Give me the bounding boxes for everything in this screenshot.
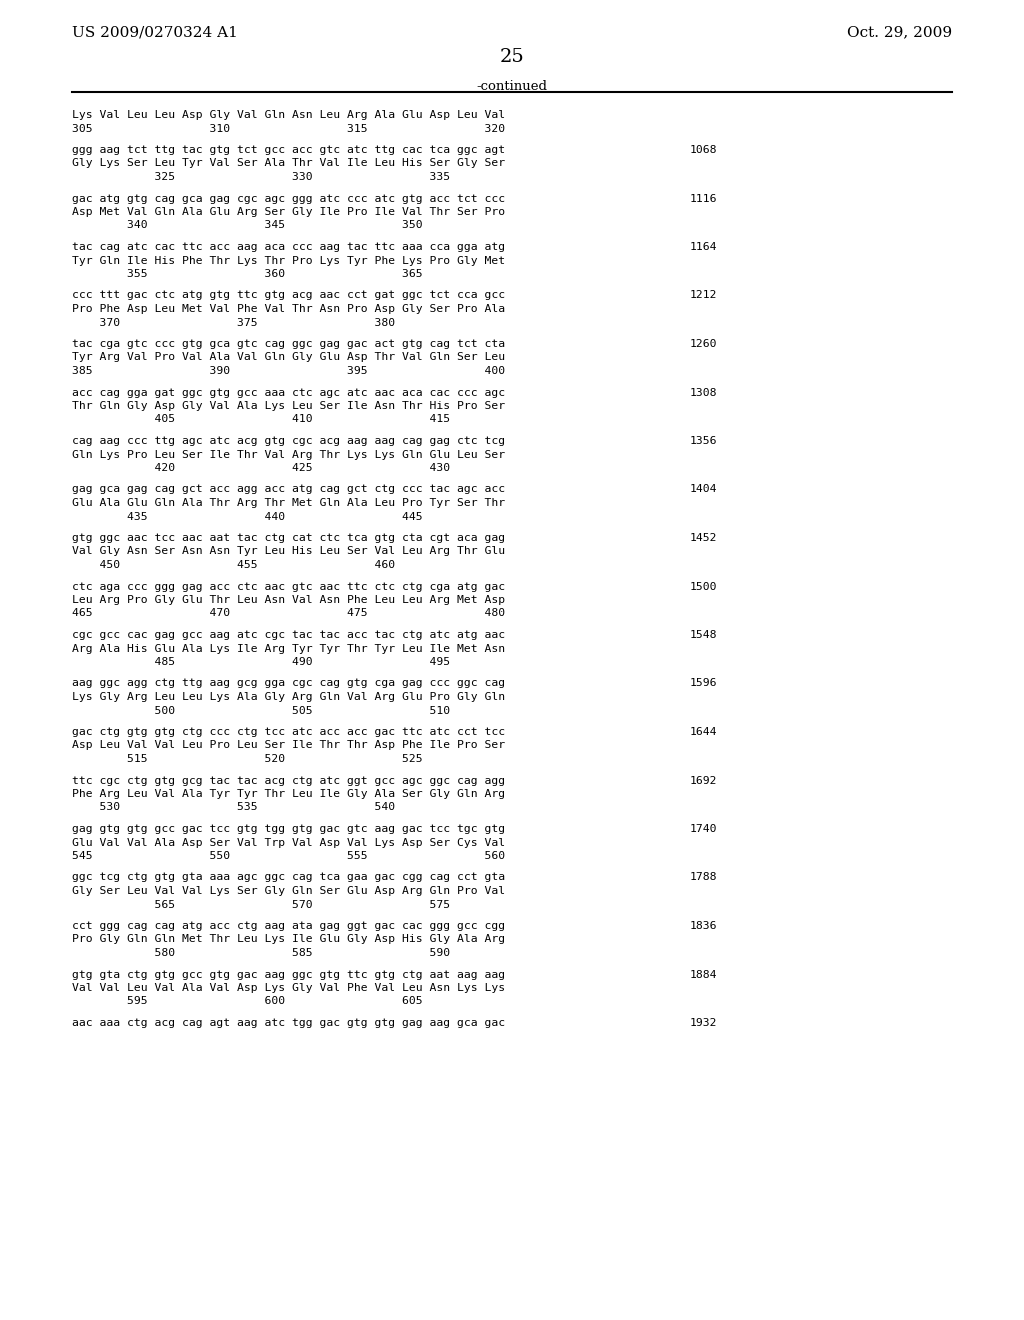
Text: 1260: 1260 bbox=[690, 339, 718, 348]
Text: gtg ggc aac tcc aac aat tac ctg cat ctc tca gtg cta cgt aca gag: gtg ggc aac tcc aac aat tac ctg cat ctc … bbox=[72, 533, 505, 543]
Text: 355                 360                 365: 355 360 365 bbox=[72, 269, 423, 279]
Text: ttc cgc ctg gtg gcg tac tac acg ctg atc ggt gcc agc ggc cag agg: ttc cgc ctg gtg gcg tac tac acg ctg atc … bbox=[72, 776, 505, 785]
Text: 1740: 1740 bbox=[690, 824, 718, 834]
Text: 1884: 1884 bbox=[690, 969, 718, 979]
Text: Gly Lys Ser Leu Tyr Val Ser Ala Thr Val Ile Leu His Ser Gly Ser: Gly Lys Ser Leu Tyr Val Ser Ala Thr Val … bbox=[72, 158, 505, 169]
Text: 1596: 1596 bbox=[690, 678, 718, 689]
Text: aac aaa ctg acg cag agt aag atc tgg gac gtg gtg gag aag gca gac: aac aaa ctg acg cag agt aag atc tgg gac … bbox=[72, 1018, 505, 1028]
Text: 450                 455                 460: 450 455 460 bbox=[72, 560, 395, 570]
Text: ccc ttt gac ctc atg gtg ttc gtg acg aac cct gat ggc tct cca gcc: ccc ttt gac ctc atg gtg ttc gtg acg aac … bbox=[72, 290, 505, 301]
Text: Glu Val Val Ala Asp Ser Val Trp Val Asp Val Lys Asp Ser Cys Val: Glu Val Val Ala Asp Ser Val Trp Val Asp … bbox=[72, 837, 505, 847]
Text: Pro Phe Asp Leu Met Val Phe Val Thr Asn Pro Asp Gly Ser Pro Ala: Pro Phe Asp Leu Met Val Phe Val Thr Asn … bbox=[72, 304, 505, 314]
Text: gac ctg gtg gtg ctg ccc ctg tcc atc acc acc gac ttc atc cct tcc: gac ctg gtg gtg ctg ccc ctg tcc atc acc … bbox=[72, 727, 505, 737]
Text: gag gtg gtg gcc gac tcc gtg tgg gtg gac gtc aag gac tcc tgc gtg: gag gtg gtg gcc gac tcc gtg tgg gtg gac … bbox=[72, 824, 505, 834]
Text: Asp Leu Val Val Leu Pro Leu Ser Ile Thr Thr Asp Phe Ile Pro Ser: Asp Leu Val Val Leu Pro Leu Ser Ile Thr … bbox=[72, 741, 505, 751]
Text: 1212: 1212 bbox=[690, 290, 718, 301]
Text: 1644: 1644 bbox=[690, 727, 718, 737]
Text: Lys Val Leu Leu Asp Gly Val Gln Asn Leu Arg Ala Glu Asp Leu Val: Lys Val Leu Leu Asp Gly Val Gln Asn Leu … bbox=[72, 110, 505, 120]
Text: 1548: 1548 bbox=[690, 630, 718, 640]
Text: 545                 550                 555                 560: 545 550 555 560 bbox=[72, 851, 505, 861]
Text: tac cag atc cac ttc acc aag aca ccc aag tac ttc aaa cca gga atg: tac cag atc cac ttc acc aag aca ccc aag … bbox=[72, 242, 505, 252]
Text: acc cag gga gat ggc gtg gcc aaa ctc agc atc aac aca cac ccc agc: acc cag gga gat ggc gtg gcc aaa ctc agc … bbox=[72, 388, 505, 397]
Text: gac atg gtg cag gca gag cgc agc ggg atc ccc atc gtg acc tct ccc: gac atg gtg cag gca gag cgc agc ggg atc … bbox=[72, 194, 505, 203]
Text: Oct. 29, 2009: Oct. 29, 2009 bbox=[847, 25, 952, 40]
Text: 1116: 1116 bbox=[690, 194, 718, 203]
Text: 465                 470                 475                 480: 465 470 475 480 bbox=[72, 609, 505, 619]
Text: Arg Ala His Glu Ala Lys Ile Arg Tyr Tyr Thr Tyr Leu Ile Met Asn: Arg Ala His Glu Ala Lys Ile Arg Tyr Tyr … bbox=[72, 644, 505, 653]
Text: cag aag ccc ttg agc atc acg gtg cgc acg aag aag cag gag ctc tcg: cag aag ccc ttg agc atc acg gtg cgc acg … bbox=[72, 436, 505, 446]
Text: cgc gcc cac gag gcc aag atc cgc tac tac acc tac ctg atc atg aac: cgc gcc cac gag gcc aag atc cgc tac tac … bbox=[72, 630, 505, 640]
Text: 325                 330                 335: 325 330 335 bbox=[72, 172, 451, 182]
Text: 485                 490                 495: 485 490 495 bbox=[72, 657, 451, 667]
Text: 370                 375                 380: 370 375 380 bbox=[72, 318, 395, 327]
Text: 530                 535                 540: 530 535 540 bbox=[72, 803, 395, 813]
Text: -continued: -continued bbox=[476, 81, 548, 92]
Text: Leu Arg Pro Gly Glu Thr Leu Asn Val Asn Phe Leu Leu Arg Met Asp: Leu Arg Pro Gly Glu Thr Leu Asn Val Asn … bbox=[72, 595, 505, 605]
Text: 500                 505                 510: 500 505 510 bbox=[72, 705, 451, 715]
Text: Thr Gln Gly Asp Gly Val Ala Lys Leu Ser Ile Asn Thr His Pro Ser: Thr Gln Gly Asp Gly Val Ala Lys Leu Ser … bbox=[72, 401, 505, 411]
Text: US 2009/0270324 A1: US 2009/0270324 A1 bbox=[72, 25, 238, 40]
Text: Tyr Gln Ile His Phe Thr Lys Thr Pro Lys Tyr Phe Lys Pro Gly Met: Tyr Gln Ile His Phe Thr Lys Thr Pro Lys … bbox=[72, 256, 505, 265]
Text: 1452: 1452 bbox=[690, 533, 718, 543]
Text: 1500: 1500 bbox=[690, 582, 718, 591]
Text: 580                 585                 590: 580 585 590 bbox=[72, 948, 451, 958]
Text: 420                 425                 430: 420 425 430 bbox=[72, 463, 451, 473]
Text: 340                 345                 350: 340 345 350 bbox=[72, 220, 423, 231]
Text: Lys Gly Arg Leu Leu Lys Ala Gly Arg Gln Val Arg Glu Pro Gly Gln: Lys Gly Arg Leu Leu Lys Ala Gly Arg Gln … bbox=[72, 692, 505, 702]
Text: cct ggg cag cag atg acc ctg aag ata gag ggt gac cac ggg gcc cgg: cct ggg cag cag atg acc ctg aag ata gag … bbox=[72, 921, 505, 931]
Text: ggg aag tct ttg tac gtg tct gcc acc gtc atc ttg cac tca ggc agt: ggg aag tct ttg tac gtg tct gcc acc gtc … bbox=[72, 145, 505, 154]
Text: 405                 410                 415: 405 410 415 bbox=[72, 414, 451, 425]
Text: tac cga gtc ccc gtg gca gtc cag ggc gag gac act gtg cag tct cta: tac cga gtc ccc gtg gca gtc cag ggc gag … bbox=[72, 339, 505, 348]
Text: 25: 25 bbox=[500, 48, 524, 66]
Text: ggc tcg ctg gtg gta aaa agc ggc cag tca gaa gac cgg cag cct gta: ggc tcg ctg gtg gta aaa agc ggc cag tca … bbox=[72, 873, 505, 883]
Text: Pro Gly Gln Gln Met Thr Leu Lys Ile Glu Gly Asp His Gly Ala Arg: Pro Gly Gln Gln Met Thr Leu Lys Ile Glu … bbox=[72, 935, 505, 945]
Text: 1164: 1164 bbox=[690, 242, 718, 252]
Text: aag ggc agg ctg ttg aag gcg gga cgc cag gtg cga gag ccc ggc cag: aag ggc agg ctg ttg aag gcg gga cgc cag … bbox=[72, 678, 505, 689]
Text: 1692: 1692 bbox=[690, 776, 718, 785]
Text: 1356: 1356 bbox=[690, 436, 718, 446]
Text: 385                 390                 395                 400: 385 390 395 400 bbox=[72, 366, 505, 376]
Text: 1932: 1932 bbox=[690, 1018, 718, 1028]
Text: ctc aga ccc ggg gag acc ctc aac gtc aac ttc ctc ctg cga atg gac: ctc aga ccc ggg gag acc ctc aac gtc aac … bbox=[72, 582, 505, 591]
Text: Asp Met Val Gln Ala Glu Arg Ser Gly Ile Pro Ile Val Thr Ser Pro: Asp Met Val Gln Ala Glu Arg Ser Gly Ile … bbox=[72, 207, 505, 216]
Text: Gly Ser Leu Val Val Lys Ser Gly Gln Ser Glu Asp Arg Gln Pro Val: Gly Ser Leu Val Val Lys Ser Gly Gln Ser … bbox=[72, 886, 505, 896]
Text: 435                 440                 445: 435 440 445 bbox=[72, 511, 423, 521]
Text: 565                 570                 575: 565 570 575 bbox=[72, 899, 451, 909]
Text: 1308: 1308 bbox=[690, 388, 718, 397]
Text: gag gca gag cag gct acc agg acc atg cag gct ctg ccc tac agc acc: gag gca gag cag gct acc agg acc atg cag … bbox=[72, 484, 505, 495]
Text: 1788: 1788 bbox=[690, 873, 718, 883]
Text: 1836: 1836 bbox=[690, 921, 718, 931]
Text: gtg gta ctg gtg gcc gtg gac aag ggc gtg ttc gtg ctg aat aag aag: gtg gta ctg gtg gcc gtg gac aag ggc gtg … bbox=[72, 969, 505, 979]
Text: Val Val Leu Val Ala Val Asp Lys Gly Val Phe Val Leu Asn Lys Lys: Val Val Leu Val Ala Val Asp Lys Gly Val … bbox=[72, 983, 505, 993]
Text: 1068: 1068 bbox=[690, 145, 718, 154]
Text: 595                 600                 605: 595 600 605 bbox=[72, 997, 423, 1006]
Text: 1404: 1404 bbox=[690, 484, 718, 495]
Text: 305                 310                 315                 320: 305 310 315 320 bbox=[72, 124, 505, 133]
Text: Val Gly Asn Ser Asn Asn Tyr Leu His Leu Ser Val Leu Arg Thr Glu: Val Gly Asn Ser Asn Asn Tyr Leu His Leu … bbox=[72, 546, 505, 557]
Text: Tyr Arg Val Pro Val Ala Val Gln Gly Glu Asp Thr Val Gln Ser Leu: Tyr Arg Val Pro Val Ala Val Gln Gly Glu … bbox=[72, 352, 505, 363]
Text: 515                 520                 525: 515 520 525 bbox=[72, 754, 423, 764]
Text: Gln Lys Pro Leu Ser Ile Thr Val Arg Thr Lys Lys Gln Glu Leu Ser: Gln Lys Pro Leu Ser Ile Thr Val Arg Thr … bbox=[72, 450, 505, 459]
Text: Glu Ala Glu Gln Ala Thr Arg Thr Met Gln Ala Leu Pro Tyr Ser Thr: Glu Ala Glu Gln Ala Thr Arg Thr Met Gln … bbox=[72, 498, 505, 508]
Text: Phe Arg Leu Val Ala Tyr Tyr Thr Leu Ile Gly Ala Ser Gly Gln Arg: Phe Arg Leu Val Ala Tyr Tyr Thr Leu Ile … bbox=[72, 789, 505, 799]
